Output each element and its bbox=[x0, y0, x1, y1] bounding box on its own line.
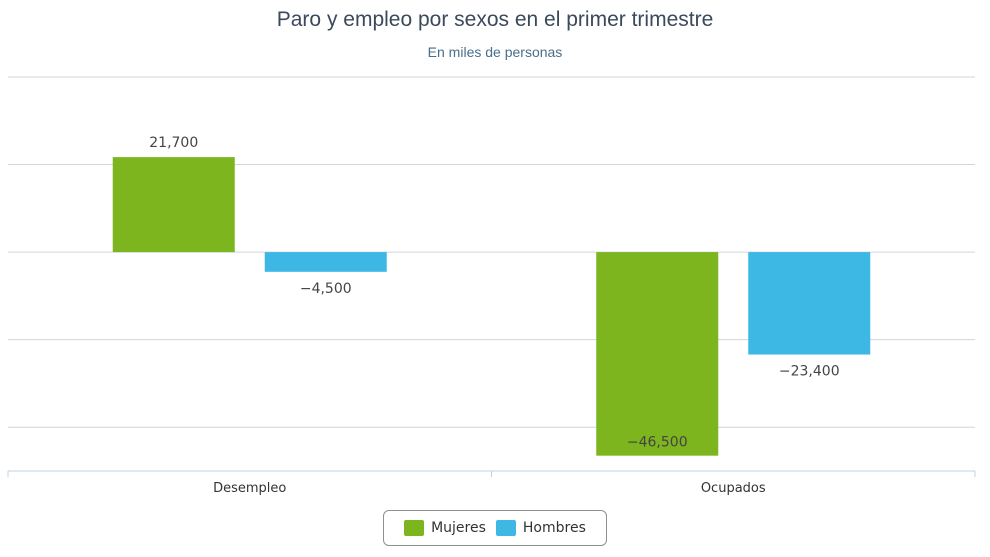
legend-item-mujeres[interactable]: Mujeres bbox=[404, 520, 486, 536]
legend-swatch-mujeres bbox=[404, 520, 425, 536]
legend-swatch-hombres bbox=[495, 520, 516, 536]
data-label: 21,700 bbox=[149, 135, 198, 151]
x-tick-label: Ocupados bbox=[701, 481, 766, 496]
chart-legend: Mujeres Hombres bbox=[383, 510, 607, 546]
chart-subtitle: En miles de personas bbox=[427, 44, 563, 60]
data-label: −23,400 bbox=[779, 364, 840, 380]
bar-hombres bbox=[264, 252, 387, 272]
bar-hombres bbox=[748, 252, 871, 355]
bar-mujeres bbox=[112, 157, 235, 253]
x-tick-label: Desempleo bbox=[213, 481, 286, 496]
data-label: −4,500 bbox=[300, 281, 352, 297]
legend-label-mujeres: Mujeres bbox=[431, 520, 486, 536]
legend-label-hombres: Hombres bbox=[522, 520, 586, 536]
legend-item-hombres[interactable]: Hombres bbox=[495, 520, 586, 536]
chart-title: Paro y empleo por sexos en el primer tri… bbox=[276, 8, 714, 31]
bar-mujeres bbox=[596, 252, 719, 456]
data-label: −46,500 bbox=[627, 435, 688, 451]
